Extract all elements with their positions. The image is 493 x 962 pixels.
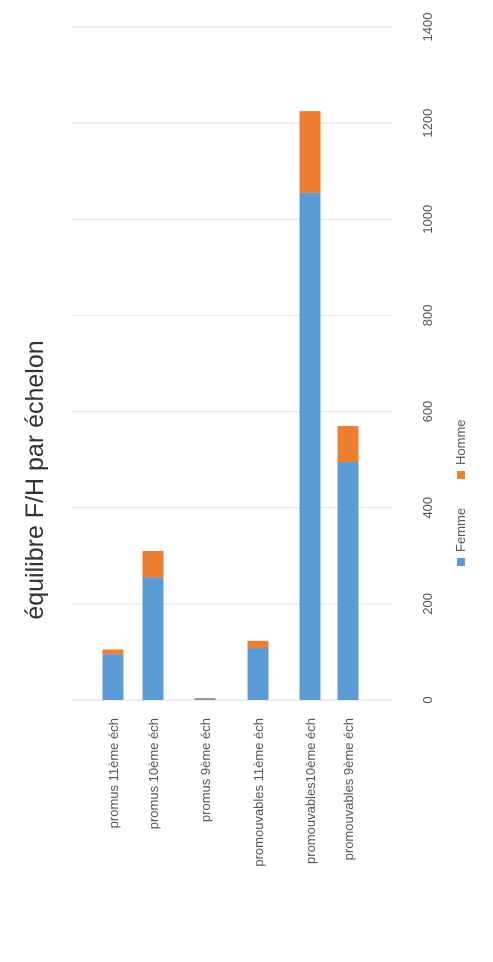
tick-label: 0 bbox=[420, 696, 435, 703]
bar-segment-homme bbox=[299, 111, 321, 193]
bar-segment-homme bbox=[102, 649, 124, 655]
category-label: promus 10ème éch bbox=[146, 718, 161, 829]
bar-segment-femme bbox=[102, 654, 124, 700]
bar-segment-femme bbox=[247, 648, 269, 700]
tick-label: 1400 bbox=[420, 13, 435, 42]
legend-swatch bbox=[457, 558, 465, 566]
bar-segment-homme bbox=[247, 640, 269, 649]
bar-segment-femme bbox=[142, 577, 164, 700]
tick-label: 400 bbox=[420, 497, 435, 519]
bar-segment-femme bbox=[299, 192, 321, 700]
value-tick-labels: 0 200 400 600 800 1000 1200 1400 bbox=[420, 13, 435, 704]
bar-segment-femme bbox=[194, 698, 216, 700]
category-label: promouvables 11ème éch bbox=[251, 718, 266, 867]
legend-label: Homme bbox=[453, 419, 468, 465]
category-label: promouvables10ème éch bbox=[303, 718, 318, 864]
tick-label: 800 bbox=[420, 305, 435, 327]
legend-label: Femme bbox=[453, 508, 468, 552]
bar-segment-homme bbox=[337, 425, 359, 463]
legend: Femme Homme bbox=[453, 419, 468, 566]
category-label: promus 9ème éch bbox=[198, 718, 213, 822]
category-label: promus 11ème éch bbox=[106, 718, 121, 828]
bar-segment-femme bbox=[337, 462, 359, 700]
tick-label: 1200 bbox=[420, 109, 435, 138]
bar-segment-homme bbox=[142, 550, 164, 578]
category-labels: promus 11ème éch promus 10ème éch promus 9… bbox=[106, 718, 356, 867]
bars bbox=[102, 111, 359, 700]
tick-label: 600 bbox=[420, 401, 435, 423]
category-label: promouvables 9ème éch bbox=[341, 718, 356, 860]
tick-label: 200 bbox=[420, 593, 435, 615]
gridlines bbox=[72, 26, 392, 701]
chart-title: équilibre F/H par échelon bbox=[21, 340, 49, 619]
legend-swatch bbox=[457, 471, 465, 479]
bar-segment-homme bbox=[194, 698, 216, 699]
tick-label: 1000 bbox=[420, 205, 435, 234]
